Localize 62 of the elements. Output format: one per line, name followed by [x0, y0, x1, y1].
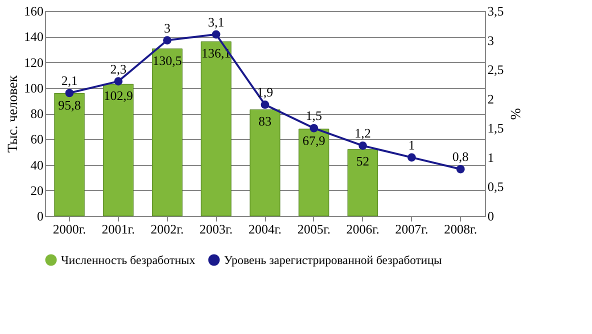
bar: [200, 41, 232, 216]
bar: [250, 109, 280, 216]
x-tick-label: 2007г.: [395, 222, 428, 236]
point: [407, 153, 416, 162]
y2-tick-label: 0,5: [488, 179, 504, 194]
bar: [298, 128, 330, 216]
data-label: 1,9: [256, 84, 274, 100]
y2-axis-title: %: [506, 108, 522, 120]
bar: [103, 84, 134, 216]
y2-tick-label: 2,5: [488, 62, 504, 78]
y-tick-label: 40: [30, 157, 44, 172]
data-label: 3: [164, 20, 170, 36]
legend-label: Уровень зарегистрированной безработицы: [224, 253, 442, 267]
y2-tick-label: 1: [488, 150, 494, 165]
y-tick-label: 80: [30, 106, 44, 121]
point: [114, 77, 123, 86]
y-tick-label: 140: [24, 29, 44, 44]
y-tick-label: 100: [24, 80, 44, 96]
bar: [348, 149, 378, 216]
point: [358, 142, 367, 150]
x-tick-label: 2004г.: [248, 222, 282, 236]
point: [260, 100, 270, 109]
bar: [54, 93, 85, 216]
x-tick-label: 2005г.: [297, 222, 330, 236]
data-label: 2,1: [61, 73, 78, 88]
y-tick-label: 120: [24, 54, 44, 70]
y-axis-title: Тыс. человек: [6, 75, 21, 153]
point: [212, 30, 220, 39]
data-label: 102,9: [104, 88, 133, 104]
point: [65, 88, 74, 98]
x-tick-label: 2003г.: [200, 222, 233, 236]
data-label: 136,1: [201, 46, 231, 61]
data-label: 83: [258, 114, 272, 129]
x-tick-label: 2000г.: [52, 222, 86, 236]
bar: [152, 48, 182, 216]
y-tick-label: 20: [30, 182, 44, 198]
y-tick-label: 160: [24, 4, 44, 18]
data-label: 95,8: [58, 97, 81, 112]
data-label: 67,9: [302, 133, 326, 148]
data-label: 2,3: [110, 61, 126, 76]
data-label: 130,5: [152, 52, 182, 68]
data-label: 1,5: [306, 108, 322, 124]
x-tick-label: 2001г.: [102, 222, 135, 236]
y2-tick-label: 3,5: [488, 4, 504, 18]
data-label: 52: [356, 153, 370, 168]
point: [310, 124, 318, 132]
y2-tick-label: 2: [488, 91, 494, 106]
x-tick-label: 2006г.: [346, 222, 380, 236]
y2-tick-label: 0: [488, 208, 494, 224]
x-tick-label: 2008г.: [444, 222, 478, 236]
x-tick-label: 2002г.: [150, 222, 184, 236]
data-label: 1: [408, 137, 415, 152]
point: [456, 164, 465, 174]
legend-label: Численность безработных: [61, 253, 196, 267]
y2-tick-label: 3: [488, 32, 494, 48]
y2-tick-label: 1,5: [488, 120, 504, 136]
y-tick-label: 60: [30, 132, 44, 147]
y-tick-label: 0: [37, 208, 44, 224]
point: [163, 36, 172, 44]
data-label: 1,2: [354, 126, 371, 141]
data-label: 0,8: [452, 149, 469, 164]
data-label: 3,1: [208, 14, 224, 30]
